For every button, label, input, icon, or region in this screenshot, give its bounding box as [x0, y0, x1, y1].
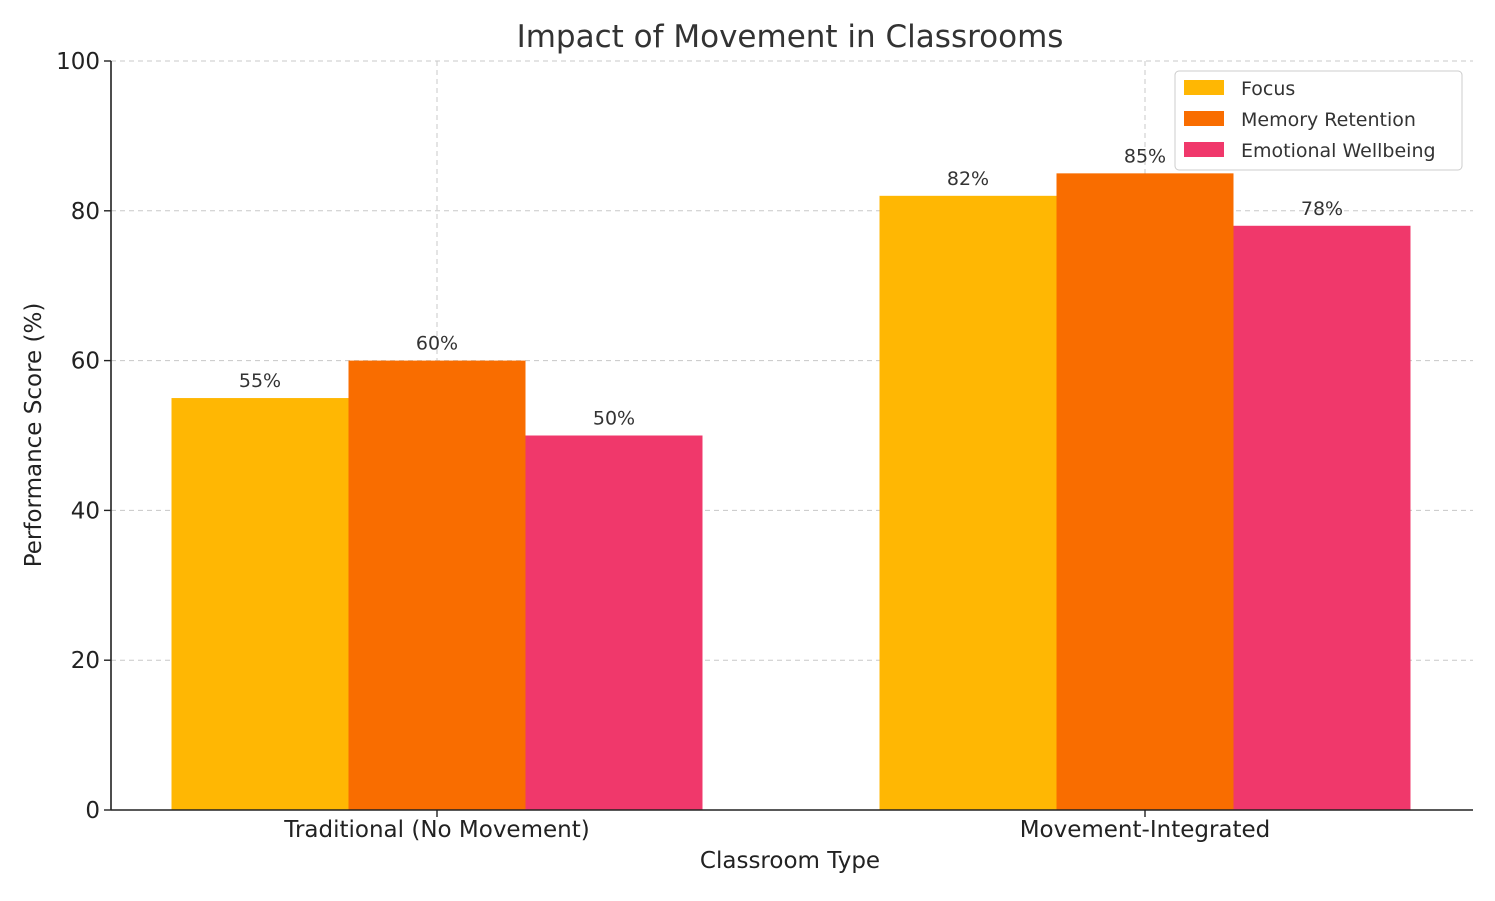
legend-box: [1174, 70, 1463, 171]
bar: [1056, 173, 1234, 811]
bar: [1233, 225, 1411, 810]
axes-layer: [110, 61, 1473, 811]
y-tick-label: 60: [71, 349, 100, 375]
legend-items: Focus Memory Retention Emotional Wellbeing: [1184, 78, 1436, 162]
y-tick-label: 0: [85, 798, 100, 824]
bars-layer: [171, 173, 1411, 811]
y-axis-title: Performance Score (%): [21, 303, 47, 568]
y-tick-label: 20: [71, 648, 100, 674]
legend: Focus Memory Retention Emotional Wellbeing: [1174, 70, 1463, 171]
y-tick-label: 80: [71, 199, 100, 225]
y-tick-label: 40: [71, 498, 100, 524]
chart-title: Impact of Movement in Classrooms: [517, 19, 1064, 55]
data-label: 78%: [1301, 198, 1343, 220]
legend-label: Focus: [1241, 78, 1295, 100]
ticks-layer: 0 20 40 60 80 100 Traditional (No Movement) Mov…: [56, 49, 1270, 843]
x-tick-label: Movement-Integrated: [1020, 817, 1271, 843]
bar: [171, 398, 349, 810]
legend-swatch: [1184, 142, 1224, 157]
bar: [525, 435, 703, 810]
x-tick-label: Traditional (No Movement): [283, 817, 589, 843]
data-label: 82%: [947, 168, 989, 190]
x-axis-title: Classroom Type: [700, 848, 880, 874]
legend-swatch: [1184, 80, 1224, 95]
bar: [879, 195, 1057, 810]
data-label: 55%: [239, 370, 281, 392]
legend-swatch: [1184, 111, 1224, 126]
data-label: 60%: [416, 333, 458, 355]
data-label: 50%: [593, 408, 635, 430]
legend-label: Memory Retention: [1241, 109, 1416, 131]
data-labels-layer: 55% 82% 60% 85% 50% 78%: [239, 145, 1343, 429]
y-tick-label: 100: [56, 49, 100, 75]
legend-label: Emotional Wellbeing: [1241, 140, 1436, 162]
bar: [348, 360, 526, 810]
data-label: 85%: [1124, 145, 1166, 167]
